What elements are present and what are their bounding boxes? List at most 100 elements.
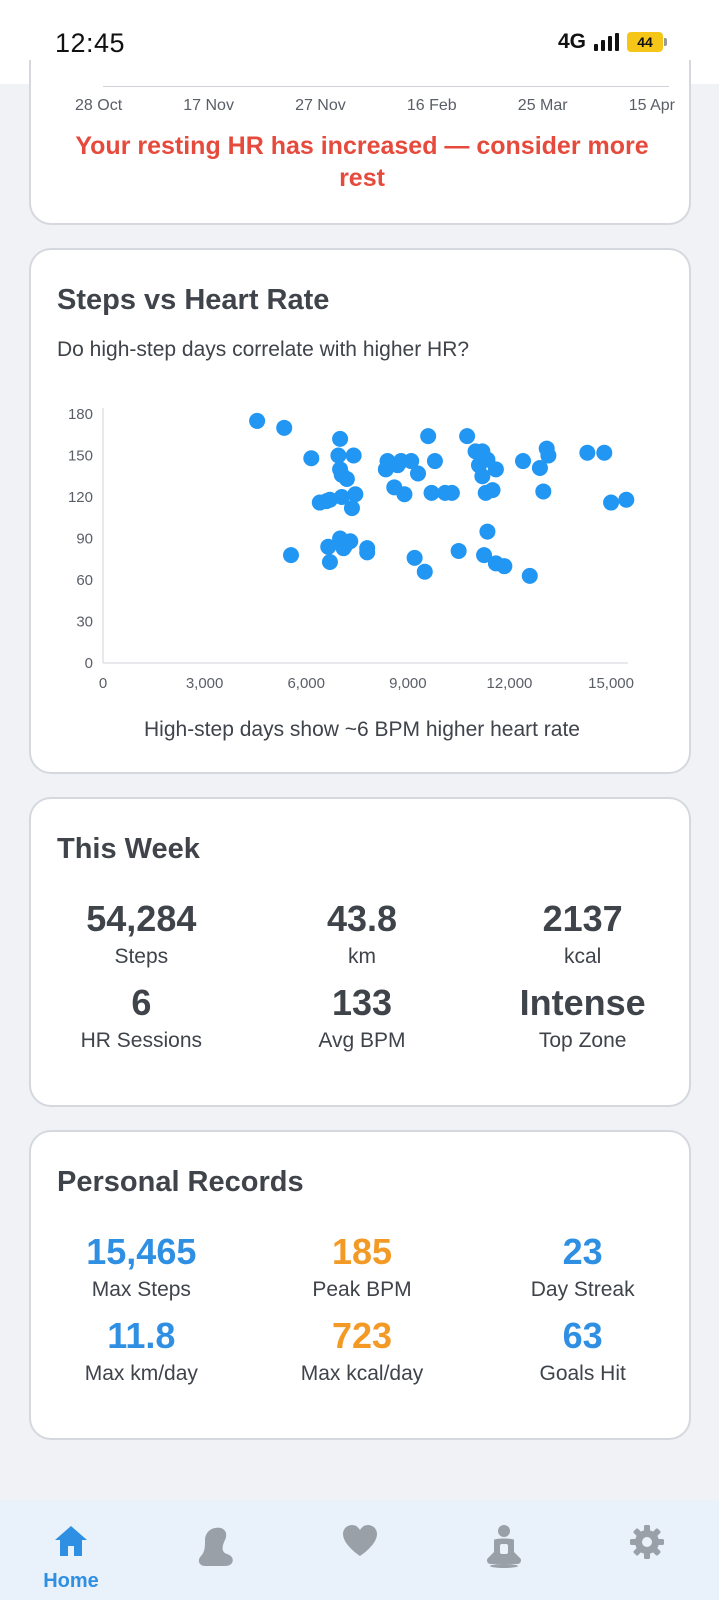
- scatter-point: [338, 471, 355, 488]
- records-grid: 15,465 Max Steps 185 Peak BPM 23 Day Str…: [31, 1230, 693, 1386]
- record-label: Max km/day: [84, 1362, 198, 1385]
- stat-steps: 54,284 Steps: [31, 897, 252, 969]
- scatter-point: [406, 549, 423, 566]
- y-tick-label: 60: [76, 572, 93, 589]
- scatter-point: [477, 484, 494, 501]
- date-label: 17 Nov: [183, 97, 234, 114]
- scatter-point: [479, 523, 496, 540]
- nav-item-settings[interactable]: [592, 1500, 702, 1600]
- card-title: This Week: [57, 833, 200, 865]
- scatter-point: [596, 444, 613, 461]
- record-label: Max Steps: [91, 1278, 191, 1301]
- scatter-point: [359, 544, 376, 561]
- personal-records-card: Personal Records 15,465 Max Steps 185 Pe…: [29, 1130, 691, 1440]
- scatter-point: [320, 538, 337, 555]
- battery-icon: 44: [627, 32, 667, 52]
- scatter-point: [330, 447, 347, 464]
- scatter-point: [540, 447, 557, 464]
- stat-value: 2137: [542, 898, 623, 939]
- footprint-icon: [198, 1527, 233, 1566]
- stat-value: 54,284: [86, 898, 197, 939]
- scatter-point: [459, 428, 476, 445]
- scatter-point: [476, 547, 493, 564]
- x-tick-label: 12,000: [487, 675, 533, 692]
- stat-top-zone: Intense Top Zone: [472, 981, 693, 1053]
- scatter-point: [450, 542, 467, 559]
- chart-x-axis: [103, 86, 669, 87]
- y-tick-label: 90: [76, 531, 93, 548]
- date-label: 16 Feb: [406, 97, 457, 114]
- heart-icon: [343, 1525, 377, 1556]
- nav-item-home[interactable]: Home: [16, 1500, 126, 1600]
- status-indicators: 4G 44: [558, 30, 667, 54]
- record-value: 63: [562, 1315, 603, 1356]
- scatter-point: [420, 428, 437, 445]
- date-label: 27 Nov: [295, 97, 346, 114]
- date-axis-labels: 28 Oct 17 Nov 27 Nov 16 Feb 25 Mar 15 Ap…: [75, 97, 675, 115]
- stat-value: 6: [131, 982, 152, 1023]
- steps-hr-scatter-chart: 0 30 60 90 120 150 180 0 3,000 6,000 9,000 12,000 15…: [68, 406, 635, 692]
- record-max-kcal: 723 Max kcal/day: [252, 1314, 473, 1386]
- card-title: Personal Records: [57, 1166, 304, 1198]
- stat-value: 43.8: [326, 898, 398, 939]
- record-label: Goals Hit: [539, 1362, 626, 1385]
- record-value: 23: [562, 1231, 603, 1272]
- chart-caption: High-step days show ~6 BPM higher heart …: [144, 718, 580, 741]
- stat-value: Intense: [519, 982, 646, 1023]
- scatter-point: [496, 558, 513, 575]
- scatter-point: [345, 447, 362, 464]
- stat-label: km: [347, 945, 376, 968]
- status-time: 12:45: [55, 28, 126, 58]
- resting-hr-warning: Your resting HR has increased — consider…: [75, 132, 649, 192]
- stat-label: Steps: [114, 945, 169, 968]
- stat-calories: 2137 kcal: [472, 897, 693, 969]
- scatter-point: [249, 412, 266, 429]
- scatter-point: [443, 484, 460, 501]
- nav-item-heart[interactable]: [305, 1500, 415, 1600]
- scatter-point: [347, 486, 364, 503]
- record-value: 723: [331, 1315, 393, 1356]
- x-tick-label: 0: [99, 675, 107, 692]
- stat-label: kcal: [563, 945, 602, 968]
- scatter-point: [603, 494, 620, 511]
- scatter-point: [426, 453, 443, 470]
- bottom-nav: Home: [0, 1500, 719, 1600]
- scatter-point: [423, 484, 440, 501]
- scatter-point: [303, 450, 320, 467]
- stat-label: HR Sessions: [80, 1029, 203, 1052]
- stat-value: 133: [331, 982, 393, 1023]
- nav-item-wellness[interactable]: [449, 1500, 559, 1600]
- gear-icon: [630, 1525, 664, 1559]
- stat-distance: 43.8 km: [252, 897, 473, 969]
- signal-icon: [594, 33, 619, 51]
- record-label: Day Streak: [530, 1278, 635, 1301]
- x-tick-label: 6,000: [287, 675, 325, 692]
- scatter-point: [333, 489, 350, 505]
- steps-vs-hr-card: Steps vs Heart Rate Do high-step days co…: [29, 248, 691, 774]
- scatter-point: [579, 444, 596, 461]
- y-tick-label: 0: [85, 655, 93, 672]
- scatter-point: [531, 459, 548, 476]
- stat-label: Avg BPM: [318, 1029, 406, 1052]
- record-peak-bpm: 185 Peak BPM: [252, 1230, 473, 1302]
- scatter-point: [335, 540, 352, 557]
- scatter-point: [403, 453, 420, 470]
- scatter-point: [321, 554, 338, 571]
- home-icon: [55, 1526, 87, 1556]
- y-tick-label: 180: [68, 406, 93, 423]
- nav-item-steps[interactable]: [162, 1500, 272, 1600]
- scatter-point: [332, 430, 349, 447]
- meditation-icon: [487, 1525, 521, 1568]
- scatter-point: [515, 453, 531, 470]
- record-max-steps: 15,465 Max Steps: [31, 1230, 252, 1302]
- scatter-point: [487, 461, 504, 478]
- record-value: 15,465: [86, 1231, 197, 1272]
- record-max-km: 11.8 Max km/day: [31, 1314, 252, 1386]
- y-tick-label: 120: [68, 489, 93, 506]
- record-value: 185: [331, 1231, 393, 1272]
- record-day-streak: 23 Day Streak: [472, 1230, 693, 1302]
- x-tick-label: 15,000: [588, 675, 634, 692]
- x-tick-label: 9,000: [389, 675, 427, 692]
- scatter-point: [535, 483, 552, 500]
- y-tick-label: 30: [76, 614, 93, 631]
